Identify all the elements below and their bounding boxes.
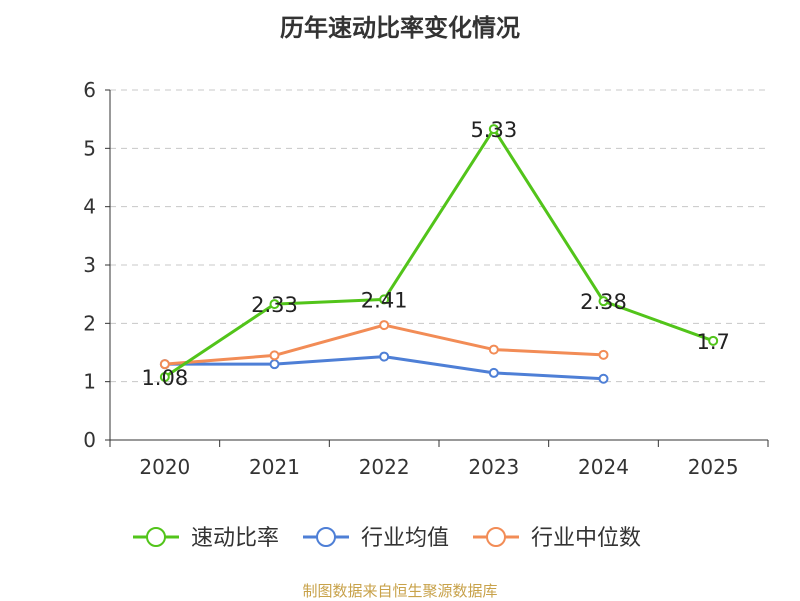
data-point	[379, 320, 390, 331]
data-point	[269, 359, 280, 370]
series-line-0	[164, 127, 714, 379]
legend-label: 行业中位数	[531, 526, 641, 551]
y-tick-label: 1	[83, 370, 96, 394]
data-point	[488, 124, 499, 135]
y-tick-label: 6	[83, 78, 96, 102]
chart-title: 历年速动比率变化情况	[280, 14, 520, 42]
data-point	[159, 372, 170, 382]
legend-label: 行业均值	[361, 526, 449, 551]
y-tick-label: 5	[83, 136, 96, 160]
data-label: 2.38	[580, 290, 627, 314]
data-point	[159, 359, 170, 370]
x-tick-label: 2025	[688, 455, 739, 479]
legend-marker	[146, 527, 166, 547]
x-tick-label: 2023	[468, 455, 519, 479]
axes: 0 1 2 3 4 5 6 2020 2021 2022 2023 2024 2025	[83, 78, 769, 479]
data-label: 1.7	[696, 330, 729, 354]
data-label: 2.33	[251, 293, 298, 317]
data-point	[708, 335, 719, 346]
y-tick-label: 2	[83, 311, 96, 335]
data-point	[488, 344, 499, 355]
data-label: 2.41	[361, 288, 408, 312]
data-label: 1.08	[141, 366, 188, 390]
data-point	[598, 373, 609, 384]
y-tick-label: 0	[83, 428, 96, 452]
data-point	[598, 296, 609, 307]
y-tick-label: 4	[83, 195, 96, 219]
legend-label: 速动比率	[191, 526, 279, 551]
data-labels: 1.08 2.33 2.41 5.33 2.38 1.7	[141, 118, 729, 390]
x-tick-label: 2022	[359, 455, 410, 479]
x-tick-label: 2021	[249, 455, 300, 479]
legend-marker	[486, 527, 506, 547]
legend-marker	[316, 527, 336, 547]
source-note: 制图数据来自恒生聚源数据库	[302, 582, 498, 600]
x-tick-label: 2024	[578, 455, 629, 479]
data-point	[598, 349, 609, 360]
data-label: 5.33	[470, 118, 517, 142]
legend: 速动比率 行业均值 行业中位数	[133, 526, 641, 551]
x-tick-label: 2020	[139, 455, 190, 479]
data-point	[379, 351, 390, 362]
data-point	[379, 294, 390, 305]
data-point	[488, 367, 499, 378]
data-point	[269, 299, 280, 310]
y-tick-label: 3	[83, 253, 96, 277]
data-point	[269, 350, 280, 361]
series-lines	[159, 124, 719, 384]
